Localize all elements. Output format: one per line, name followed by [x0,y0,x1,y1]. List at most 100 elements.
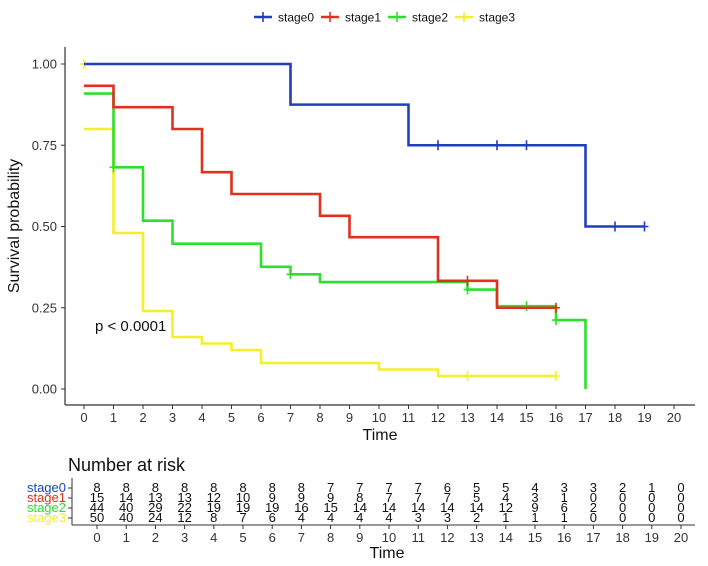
risk-count-stage3: 3 [444,510,451,525]
risk-count-stage0: 5 [502,480,509,495]
risk-count-stage0: 8 [210,480,217,495]
risk-count-stage1: 9 [298,490,305,505]
risk-count-stage3: 4 [385,510,392,525]
risk-count-stage1: 8 [356,490,363,505]
risk-count-stage1: 4 [502,490,509,505]
risk-table-x-title: Time [370,545,405,562]
risk-x-tick-label: 7 [298,530,305,545]
y-tick-label: 0.00 [32,382,57,397]
censor-mark-stage1 [552,302,560,313]
risk-count-stage0: 3 [590,480,597,495]
x-tick-label: 17 [578,410,592,425]
risk-x-tick-label: 3 [181,530,188,545]
risk-x-tick-label: 6 [269,530,276,545]
risk-count-stage2: 9 [531,500,538,515]
risk-count-stage3: 4 [327,510,334,525]
risk-count-stage2: 14 [469,500,483,515]
risk-count-stage2: 44 [90,500,104,515]
risk-count-stage2: 14 [411,500,425,515]
risk-count-stage0: 5 [473,480,480,495]
risk-count-stage1: 9 [327,490,334,505]
risk-count-stage2: 29 [148,500,162,515]
censor-mark-stage0 [640,221,649,232]
risk-count-stage2: 22 [177,500,191,515]
risk-count-stage0: 0 [677,480,684,495]
risk-count-stage1: 5 [473,490,480,505]
risk-table-x-ticks: 0 1 2 3 4 5 6 7 8 9 10 11 12 13 14 15 16 17 18 19 20 [93,525,688,545]
x-tick-label: 13 [460,410,474,425]
risk-count-stage1: 12 [207,490,221,505]
legend-label-stage2: stage2 [412,11,448,25]
x-tick-label: 10 [372,410,386,425]
risk-x-tick-label: 19 [645,530,659,545]
risk-count-stage3: 2 [473,510,480,525]
censor-mark-stage2 [552,315,560,326]
legend: stage0 stage1 stage2 stage3 [254,11,515,25]
risk-x-tick-label: 0 [93,530,100,545]
risk-count-stage0: 3 [561,480,568,495]
x-tick-label: 7 [287,410,294,425]
risk-count-stage3: 0 [677,510,684,525]
x-tick-label: 20 [667,410,681,425]
x-tick-label: 16 [549,410,563,425]
survival-curves [80,59,649,389]
censor-mark-stage2 [109,162,118,173]
x-tick-label: 12 [431,410,445,425]
x-tick-label: 19 [637,410,651,425]
legend-label-stage3: stage3 [479,11,515,25]
censor-mark-stage0 [611,221,619,232]
x-tick-label: 0 [80,410,87,425]
risk-count-stage1: 14 [119,490,133,505]
risk-count-stage1: 13 [177,490,191,505]
x-tick-label: 9 [346,410,353,425]
x-tick-label: 11 [402,410,416,425]
risk-count-stage0: 7 [415,480,422,495]
censor-mark-stage1 [463,275,472,286]
risk-count-stage3: 1 [502,510,509,525]
survival-curve-stage2 [84,92,587,389]
risk-count-stage0: 7 [356,480,363,495]
risk-count-stage1: 0 [619,490,626,505]
censor-mark-stage0 [493,140,501,151]
censor-mark-stage2 [286,269,295,280]
risk-count-stage3: 7 [239,510,246,525]
risk-count-stage0: 8 [93,480,100,495]
risk-x-tick-label: 15 [528,530,542,545]
x-tick-label: 18 [608,410,622,425]
risk-count-stage1: 0 [648,490,655,505]
p-value-label: p < 0.0001 [95,318,166,335]
risk-group-label-stage2: stage2 [27,500,66,515]
x-tick-label: 14 [490,410,504,425]
censor-mark-stage3 [552,371,560,381]
risk-count-stage1: 7 [385,490,392,505]
risk-count-stage3: 12 [177,510,191,525]
risk-x-tick-label: 2 [152,530,159,545]
risk-group-label-stage1: stage1 [27,490,66,505]
risk-count-stage0: 2 [619,480,626,495]
risk-x-tick-label: 11 [411,530,425,545]
risk-count-stage2: 12 [499,500,513,515]
y-tick-label: 0.50 [32,219,57,234]
risk-count-stage3: 8 [210,510,217,525]
risk-count-stage2: 0 [677,500,684,515]
censor-mark-stage2 [522,301,531,312]
risk-count-stage3: 50 [90,510,104,525]
risk-count-stage0: 7 [327,480,334,495]
risk-count-stage0: 8 [152,480,159,495]
x-tick-label: 15 [519,410,533,425]
risk-count-stage3: 1 [531,510,538,525]
risk-x-tick-label: 20 [674,530,688,545]
risk-count-stage1: 13 [148,490,162,505]
risk-x-tick-label: 13 [469,530,483,545]
risk-count-stage0: 1 [648,480,655,495]
risk-count-stage2: 16 [294,500,308,515]
risk-count-stage2: 40 [119,500,133,515]
risk-count-stage2: 14 [440,500,454,515]
risk-x-tick-label: 12 [440,530,454,545]
risk-count-stage2: 19 [207,500,221,515]
risk-count-stage3: 0 [648,510,655,525]
risk-count-stage1: 15 [90,490,104,505]
risk-count-stage2: 0 [619,500,626,515]
